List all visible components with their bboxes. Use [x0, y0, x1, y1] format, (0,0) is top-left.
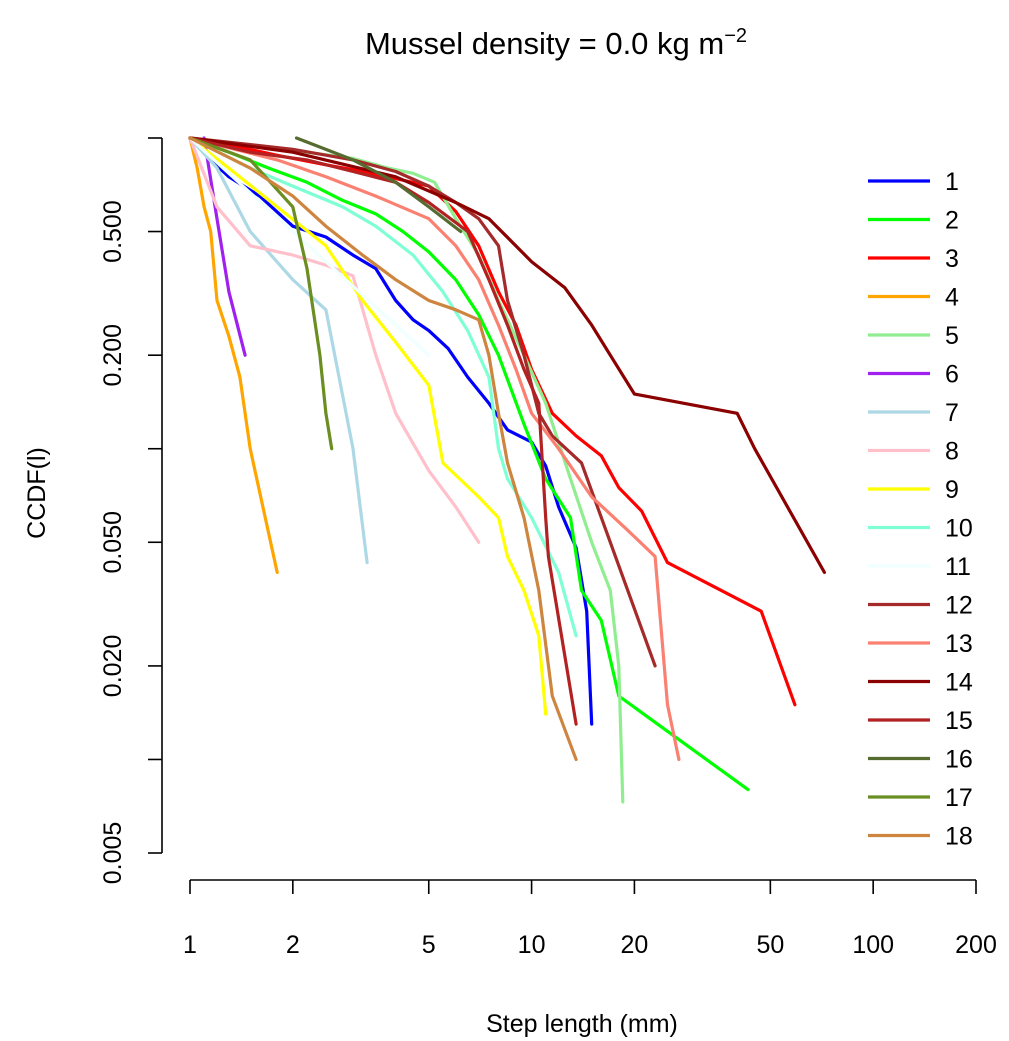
legend-label-1: 1 [945, 168, 959, 196]
y-tick-label: 0.005 [99, 822, 127, 885]
x-tick-label: 100 [852, 931, 894, 959]
series-line-1 [190, 138, 592, 724]
x-tick-label: 50 [756, 931, 784, 959]
legend-label-4: 4 [945, 284, 959, 312]
legend-label-14: 14 [945, 669, 973, 697]
chart-title-exponent: −2 [724, 25, 747, 47]
x-tick-label: 5 [422, 931, 436, 959]
series-line-14 [190, 138, 824, 572]
x-axis: 1 2 5 10 20 50 100 200 [183, 880, 997, 959]
legend-label-16: 16 [945, 746, 973, 774]
legend-label-6: 6 [945, 361, 959, 389]
legend-label-5: 5 [945, 322, 959, 350]
legend-label-8: 8 [945, 438, 959, 466]
legend-label-9: 9 [945, 476, 959, 504]
legend-label-10: 10 [945, 515, 973, 543]
legend-label-18: 18 [945, 823, 973, 851]
series-line-13 [190, 138, 679, 760]
series-line-10 [190, 138, 576, 636]
legend-label-15: 15 [945, 707, 973, 735]
x-tick-label: 20 [621, 931, 649, 959]
y-tick-label: 0.500 [99, 200, 127, 263]
y-tick-label: 0.050 [99, 511, 127, 574]
legend-label-2: 2 [945, 207, 959, 235]
legend-label-12: 12 [945, 592, 973, 620]
legend-label-13: 13 [945, 630, 973, 658]
x-tick-label: 2 [286, 931, 300, 959]
chart-title-text: Mussel density = 0.0 kg m [365, 26, 724, 61]
chart-title: Mussel density = 0.0 kg m−2 [365, 25, 747, 61]
y-axis-label: CCDF(l) [23, 447, 51, 539]
x-axis-label: Step length (mm) [486, 1010, 678, 1038]
x-tick-label: 200 [955, 931, 997, 959]
series-group [190, 138, 824, 802]
legend-label-3: 3 [945, 245, 959, 273]
legend-label-11: 11 [945, 553, 971, 581]
x-tick-label: 10 [518, 931, 546, 959]
legend-label-7: 7 [945, 399, 959, 427]
y-axis: 0.005 0.020 0.050 0.200 0.500 [99, 138, 162, 884]
legend-label-17: 17 [945, 784, 973, 812]
x-tick-label: 1 [183, 931, 197, 959]
y-tick-label: 0.020 [99, 635, 127, 698]
y-tick-label: 0.200 [99, 324, 127, 387]
